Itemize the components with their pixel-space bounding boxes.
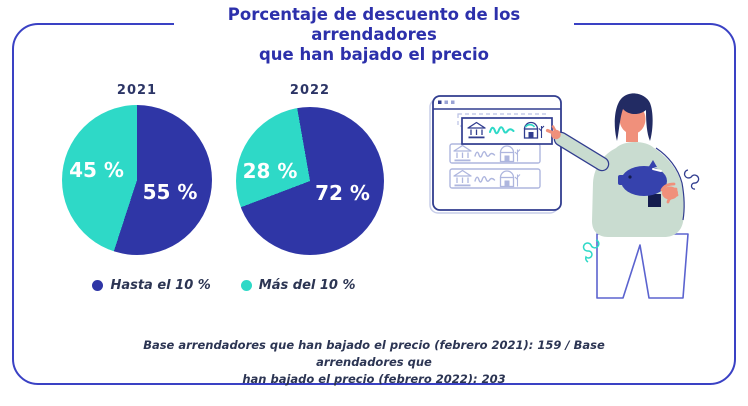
- legend-dot-teal-icon: [240, 280, 252, 291]
- legend-item-hasta: Hasta el 10 %: [92, 278, 211, 293]
- title-line-1: Porcentaje de descuento de los arrendado…: [227, 5, 521, 44]
- pie-2021-value-hasta: 55 %: [142, 180, 198, 204]
- legend-label-mas: Más del 10 %: [258, 278, 356, 293]
- footnote-line-2: han bajado el precio (febrero 2022): 203: [242, 372, 506, 386]
- pie-2022-title: 2022: [289, 83, 331, 98]
- window-controls-icon: [438, 100, 455, 104]
- pie-chart-2021: 55 % 45 %: [62, 105, 212, 255]
- holding-hand: [660, 182, 679, 204]
- page-title: Porcentaje de descuento de los arrendado…: [174, 5, 574, 65]
- teal-squiggle-icon: [582, 239, 600, 263]
- pie-2022-value-mas: 28 %: [242, 159, 298, 184]
- pointing-hand: [545, 125, 561, 140]
- pointing-arm: [545, 125, 610, 172]
- browser-window: [429, 95, 562, 214]
- footnote-line-1: Base arrendadores que han bajado el prec…: [143, 338, 605, 369]
- piggy-foot: [648, 194, 661, 207]
- sweater-outline: [655, 147, 685, 221]
- pants: [596, 233, 689, 299]
- legend: Hasta el 10 % Más del 10 %: [62, 278, 386, 293]
- hair: [614, 93, 653, 141]
- signature-icon: [489, 126, 515, 135]
- piggy-bank: [618, 160, 667, 207]
- legend-item-mas: Más del 10 %: [240, 278, 356, 293]
- pie-chart-2022: 72 % 28 %: [236, 107, 384, 255]
- pie-2021-value-mas: 45 %: [69, 158, 124, 183]
- house-dome-accent: [524, 123, 536, 128]
- legend-dot-blue-icon: [92, 280, 104, 291]
- piggy-eye: [628, 175, 632, 179]
- woman-figure: [545, 93, 700, 299]
- listing-row: [449, 168, 541, 189]
- pie-2021-title: 2021: [116, 83, 158, 98]
- piggy-ear: [648, 160, 657, 168]
- coin-slot: [652, 168, 662, 172]
- piggy-body: [621, 166, 667, 196]
- highlighted-listing-row: [461, 117, 553, 145]
- base-footnote: Base arrendadores que han bajado el prec…: [134, 337, 614, 388]
- title-line-2: que han bajado el precio: [259, 45, 489, 64]
- navy-squiggle-icon: [683, 169, 700, 190]
- legend-label-hasta: Hasta el 10 %: [110, 278, 211, 293]
- illustration-woman-pointing-browser: [429, 93, 700, 299]
- pie-2022-value-hasta: 72 %: [315, 180, 370, 205]
